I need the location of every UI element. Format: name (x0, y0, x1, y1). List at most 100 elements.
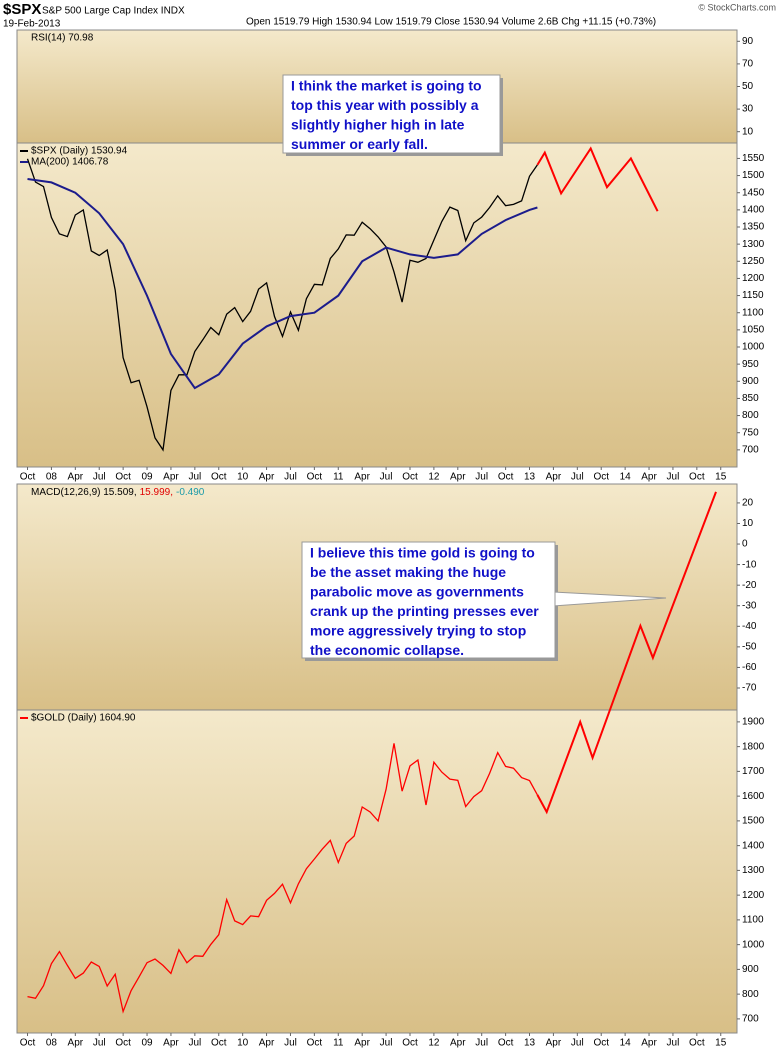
series-line (536, 146, 659, 212)
series-line (27, 178, 538, 390)
y-tick-label: 1350 (742, 222, 765, 233)
x-tick-label: Oct (211, 472, 227, 483)
x-tick-label: Oct (20, 1038, 36, 1049)
x-tick-label: Apr (354, 1038, 370, 1049)
annotation-box (301, 541, 556, 659)
y-tick-label: 1100 (742, 915, 764, 926)
x-tick-label: Oct (115, 1038, 131, 1049)
x-tick-label: 08 (46, 472, 58, 483)
x-tick-label: Oct (689, 1038, 705, 1049)
y-tick-label: -60 (742, 662, 757, 673)
y-tick-label: 850 (742, 393, 759, 404)
x-tick-label: Jul (475, 472, 488, 483)
x-tick-label: 12 (428, 472, 440, 483)
x-tick-label: Apr (546, 472, 562, 483)
y-tick-label: 20 (742, 498, 754, 509)
panel-label-part: MACD(12,26,9) 15.509, (31, 487, 137, 498)
y-tick-label: 1550 (742, 153, 765, 164)
x-tick-label: Jul (93, 1038, 106, 1049)
panel-background (16, 709, 738, 1034)
y-tick-label: 700 (742, 444, 759, 455)
x-tick-label: 11 (333, 472, 344, 483)
x-tick-label: 08 (46, 1038, 58, 1049)
y-tick-label: 1500 (742, 170, 765, 181)
x-tick-label: Oct (498, 472, 514, 483)
y-tick-label: 1200 (742, 890, 765, 901)
x-tick-label: Apr (641, 1038, 657, 1049)
y-tick-label: 1700 (742, 766, 765, 777)
y-tick-label: -50 (742, 642, 757, 653)
symbol: $SPX (3, 1, 41, 18)
legend-label: MA(200) 1406.78 (31, 157, 109, 168)
x-tick-label: 10 (237, 1038, 249, 1049)
x-tick-label: Apr (354, 472, 370, 483)
x-tick-label: Oct (307, 1038, 323, 1049)
annotation-line: parabolic move as governments (310, 584, 524, 600)
annotation-line: top this year with possibly a (291, 97, 479, 113)
panel-label: RSI(14) 70.98 (31, 33, 94, 44)
series-line (26, 158, 538, 452)
y-tick-label: 1300 (742, 239, 765, 250)
legend-label: $SPX (Daily) 1530.94 (31, 146, 128, 157)
annotation-line: crank up the printing presses ever (310, 603, 539, 619)
x-tick-label: Jul (380, 472, 393, 483)
annotation: I believe this time gold is going to be t… (301, 541, 667, 661)
credit: © StockCharts.com (698, 2, 776, 12)
y-tick-label: 10 (742, 126, 754, 137)
y-tick-label: 1100 (742, 307, 764, 318)
panel-background (16, 142, 738, 468)
y-tick-label: 800 (742, 410, 759, 421)
x-tick-label: Apr (163, 472, 179, 483)
x-tick-label: Oct (498, 1038, 514, 1049)
y-tick-label: -30 (742, 600, 757, 611)
annotation-line: I believe this time gold is going to (310, 545, 535, 561)
date: 19-Feb-2013 (3, 19, 61, 30)
x-tick-label: 09 (141, 1038, 153, 1049)
x-tick-label: 14 (620, 1038, 632, 1049)
x-tick-label: Jul (188, 472, 201, 483)
x-tick-label: Oct (402, 1038, 418, 1049)
x-tick-label: 12 (428, 1038, 440, 1049)
annotation-line: be the asset making the huge (310, 564, 506, 580)
y-tick-label: -70 (742, 683, 757, 694)
y-tick-label: 1000 (742, 342, 765, 353)
x-tick-label: 15 (715, 1038, 727, 1049)
annotation-box (282, 74, 501, 154)
panel-label: MACD(12,26,9) 15.509, 15.999, -0.490 (31, 487, 205, 498)
y-tick-label: 900 (742, 376, 759, 387)
x-tick-label: Apr (641, 472, 657, 483)
annotation-line: more aggressively trying to stop (310, 623, 526, 639)
annotation: I think the market is going to top this y… (282, 74, 503, 156)
x-tick-label: Oct (689, 472, 705, 483)
annotation-line: summer or early fall. (291, 136, 428, 152)
x-tick-label: 11 (333, 1038, 344, 1049)
y-tick-label: -40 (742, 621, 757, 632)
y-tick-label: 750 (742, 427, 759, 438)
y-tick-label: 1150 (742, 290, 764, 301)
y-tick-label: 10 (742, 518, 754, 529)
x-tick-label: Oct (593, 1038, 609, 1049)
x-tick-label: Jul (571, 1038, 584, 1049)
y-tick-label: -10 (742, 559, 757, 570)
x-tick-label: Oct (593, 472, 609, 483)
y-tick-label: 1600 (742, 791, 765, 802)
y-tick-label: 50 (742, 81, 754, 92)
y-tick-label: -20 (742, 580, 757, 591)
y-tick-label: 1500 (742, 816, 765, 827)
x-tick-label: 09 (141, 472, 153, 483)
x-tick-label: Oct (211, 1038, 227, 1049)
x-tick-label: Apr (163, 1038, 179, 1049)
y-tick-label: 70 (742, 59, 754, 70)
index-name: S&P 500 Large Cap Index INDX (42, 6, 185, 17)
y-tick-label: 1200 (742, 273, 765, 284)
x-tick-label: Jul (667, 1038, 680, 1049)
x-tick-label: Apr (450, 1038, 466, 1049)
y-tick-label: 1050 (742, 324, 765, 335)
x-tick-label: Jul (380, 1038, 393, 1049)
x-tick-label: Oct (307, 472, 323, 483)
y-tick-label: 1300 (742, 865, 765, 876)
x-tick-label: Jul (93, 472, 106, 483)
y-tick-label: 1450 (742, 187, 765, 198)
x-tick-label: Jul (667, 472, 680, 483)
